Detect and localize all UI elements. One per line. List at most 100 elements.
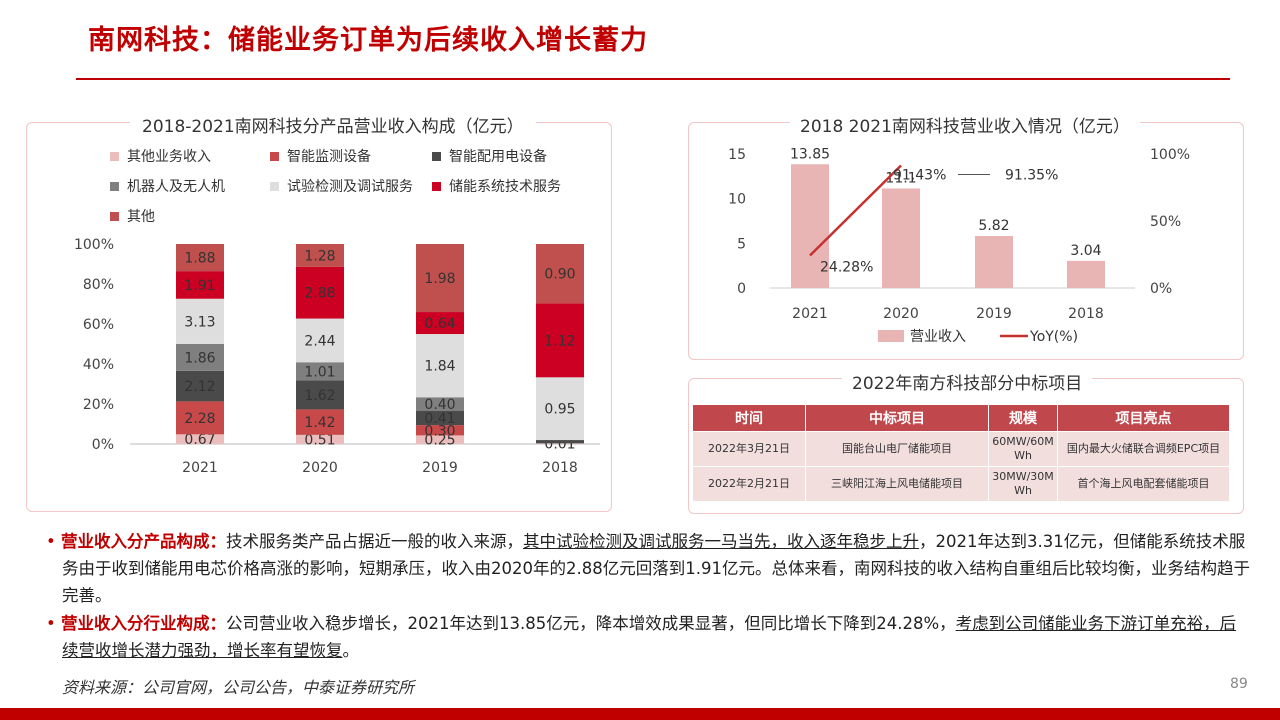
table-cell: 三峡阳江海上风电储能项目 bbox=[805, 466, 989, 502]
stacked-bar-segment bbox=[416, 244, 464, 313]
stacked-bar-segment bbox=[416, 425, 464, 436]
stacked-bar-segment bbox=[536, 244, 584, 304]
legend-item: 机器人及无人机 bbox=[110, 176, 225, 196]
source-note: 资料来源：公司官网，公司公告，中泰证券研究所 bbox=[62, 678, 415, 697]
stacked-bar-segment bbox=[416, 411, 464, 426]
stacked-bar-segment bbox=[536, 303, 584, 378]
stacked-bar-segment bbox=[176, 271, 224, 299]
data-label: 1.98 bbox=[424, 271, 455, 287]
bullet-text: ，2021年达到3.31亿元，但储能系统技术服务由于收到储能用电芯价格高涨的影响… bbox=[62, 532, 1250, 605]
stacked-bar-segment bbox=[536, 440, 584, 444]
legend-label: 其他业务收入 bbox=[127, 149, 211, 165]
data-label: 2.28 bbox=[184, 411, 215, 427]
legend-label: 试验检测及调试服务 bbox=[287, 179, 413, 195]
data-label: 1.84 bbox=[424, 359, 455, 375]
y-left-tick-label: 5 bbox=[737, 236, 746, 252]
stacked-bar-segment bbox=[176, 370, 224, 402]
x-tick-label: 2018 bbox=[1068, 306, 1104, 322]
data-label: 1.86 bbox=[184, 350, 215, 366]
bullet-underlined-text: 考虑到公司储能业务下游订单充裕，后续营收增长潜力强劲，增长率有望恢复 bbox=[62, 614, 1237, 660]
legend-bar-swatch bbox=[878, 330, 904, 342]
y-left-tick-label: 0 bbox=[737, 281, 746, 297]
data-label: 2.44 bbox=[304, 333, 335, 349]
title-divider bbox=[76, 78, 1230, 80]
data-label: 0.30 bbox=[424, 423, 455, 439]
data-label: 0.67 bbox=[184, 432, 215, 448]
revenue-bar bbox=[1067, 260, 1105, 288]
data-label: 0.95 bbox=[544, 402, 575, 418]
table-row: 2022年3月21日 国能台山电厂储能项目 60MW/60MWh 国内最大火储联… bbox=[692, 431, 1230, 467]
header-cell: 时间 bbox=[692, 404, 806, 432]
stacked-bar-segment bbox=[176, 434, 224, 444]
data-label: 2.88 bbox=[304, 286, 335, 302]
legend-swatch bbox=[110, 151, 119, 161]
yoy-line bbox=[809, 164, 902, 257]
legend-swatch bbox=[270, 181, 279, 191]
data-label: 1.42 bbox=[304, 415, 335, 431]
table-cell: 国能台山电厂储能项目 bbox=[805, 431, 989, 467]
stacked-bar-chart: 0% 20% 40% 60% 80% 100% 0.67 2.28 2.12 1.86 3.13 1.… bbox=[74, 237, 600, 476]
revenue-bar bbox=[882, 188, 920, 288]
stacked-bar-segment bbox=[416, 334, 464, 398]
x-tick-label: 2019 bbox=[422, 460, 458, 476]
data-label: 3.13 bbox=[184, 314, 215, 330]
stacked-chart-title: 2018-2021南网科技分产品营业收入构成（亿元） bbox=[130, 112, 536, 137]
line-data-label: 24.28% bbox=[820, 259, 873, 275]
stacked-bar-segment bbox=[176, 343, 224, 371]
stacked-bar-segment bbox=[176, 244, 224, 272]
data-label: 0.25 bbox=[424, 433, 455, 449]
stacked-bar-segment bbox=[536, 377, 584, 441]
y-tick-label: 40% bbox=[83, 357, 114, 373]
x-tick-label: 2020 bbox=[302, 460, 338, 476]
y-right-tick-label: 0% bbox=[1150, 281, 1172, 297]
bullet-dot-icon: • bbox=[46, 614, 61, 633]
table-cell: 国内最大火储联合调频EPC项目 bbox=[1057, 431, 1230, 467]
stacked-bar-segment bbox=[416, 397, 464, 412]
stacked-chart-legend: 其他业务收入 智能监测设备 智能配用电设备 机器人及无人机 试验检测及调试服务 … bbox=[110, 146, 600, 228]
page-title: 南网科技：储能业务订单为后续收入增长蓄力 bbox=[88, 25, 648, 56]
bullet-underlined-text: 其中试验检测及调试服务一马当先，收入逐年稳步上升 bbox=[522, 532, 919, 551]
stacked-bar-segment bbox=[296, 380, 344, 410]
bullet-heading: 营业收入分产品构成： bbox=[60, 532, 226, 551]
analysis-bullets: • 营业收入分产品构成：技术服务类产品占据近一般的收入来源，其中试验检测及调试服… bbox=[46, 528, 1251, 665]
table-cell: 30MW/30MWh bbox=[988, 466, 1058, 502]
header-cell: 规模 bbox=[988, 404, 1058, 432]
legend-swatch bbox=[432, 151, 441, 161]
stacked-bar-segment bbox=[296, 266, 344, 319]
x-tick-label: 2021 bbox=[792, 306, 828, 322]
footer-bar bbox=[0, 708, 1280, 720]
legend-item: 智能监测设备 bbox=[270, 146, 371, 166]
stacked-bar-segment bbox=[536, 443, 584, 444]
y-tick-label: 0% bbox=[92, 437, 114, 453]
data-label: 1.91 bbox=[184, 278, 215, 294]
data-label: 1.12 bbox=[544, 333, 575, 349]
data-label: 1.62 bbox=[304, 388, 335, 404]
legend-label: 机器人及无人机 bbox=[127, 179, 225, 195]
revenue-bar bbox=[975, 236, 1013, 288]
x-tick-label: 2020 bbox=[883, 306, 919, 322]
data-label: 1.28 bbox=[304, 248, 335, 264]
data-label: 0.64 bbox=[424, 316, 455, 332]
bullet-item: • 营业收入分行业构成：公司营业收入稳步增长，2021年达到13.85亿元，降本… bbox=[46, 610, 1251, 664]
data-label: 2.12 bbox=[184, 379, 215, 395]
legend-item: 试验检测及调试服务 bbox=[270, 176, 413, 196]
header-cell: 项目亮点 bbox=[1057, 404, 1230, 432]
y-right-tick-label: 100% bbox=[1150, 147, 1190, 163]
page-number: 89 bbox=[1230, 676, 1248, 692]
y-tick-label: 60% bbox=[83, 317, 114, 333]
table-cell: 60MW/60MWh bbox=[988, 431, 1058, 467]
legend-item: 智能配用电设备 bbox=[432, 146, 547, 166]
extra-data-label: 91.35% bbox=[1005, 167, 1058, 183]
bullet-item: • 营业收入分产品构成：技术服务类产品占据近一般的收入来源，其中试验检测及调试服… bbox=[46, 528, 1251, 609]
y-tick-label: 80% bbox=[83, 277, 114, 293]
header-cell: 中标项目 bbox=[805, 404, 989, 432]
stacked-bar-segment bbox=[296, 409, 344, 435]
table-cell: 首个海上风电配套储能项目 bbox=[1057, 466, 1230, 502]
y-left-tick-label: 10 bbox=[728, 192, 746, 208]
table-cell: 2022年2月21日 bbox=[692, 466, 806, 502]
revenue-bar bbox=[791, 164, 829, 288]
bullet-heading: 营业收入分行业构成： bbox=[60, 614, 226, 633]
stacked-bar-segment bbox=[296, 318, 344, 363]
bar-data-label: 13.85 bbox=[790, 146, 830, 162]
table-row: 2022年2月21日 三峡阳江海上风电储能项目 30MW/30MWh 首个海上风… bbox=[692, 466, 1230, 502]
